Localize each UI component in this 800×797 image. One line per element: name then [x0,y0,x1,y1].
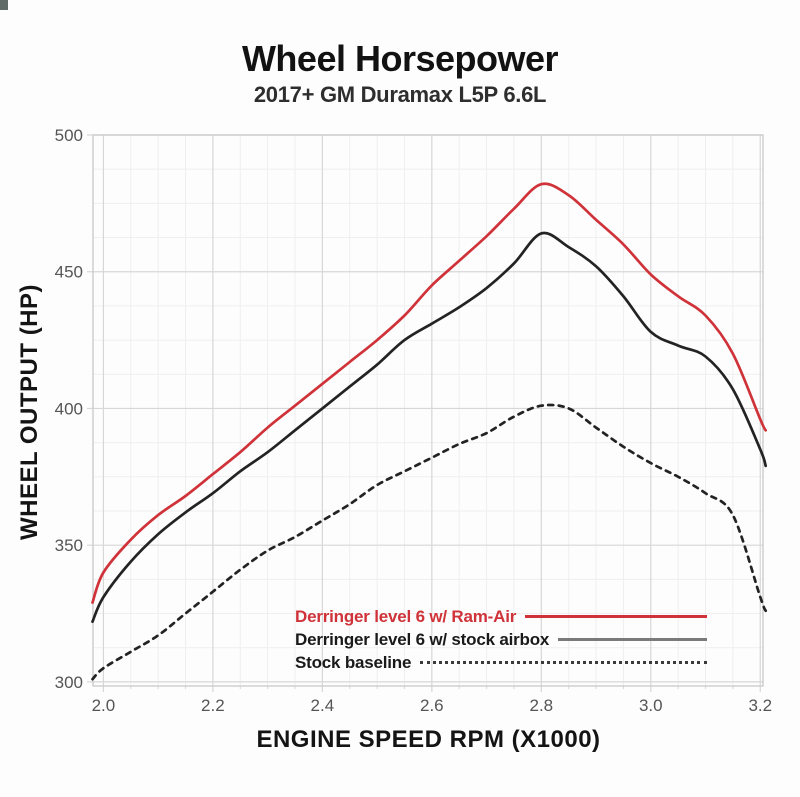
legend-item-stock-baseline: Stock baseline [295,651,707,674]
legend-item-stock-airbox: Derringer level 6 w/ stock airbox [295,628,707,651]
plot-border [92,134,764,687]
x-tick-label: 2.2 [201,696,225,715]
chart-subtitle: 2017+ GM Duramax L5P 6.6L [253,82,547,107]
legend-item-ram-air: Derringer level 6 w/ Ram-Air [295,605,707,628]
x-tick-label: 2.4 [311,696,335,715]
x-tick-label: 3.0 [639,696,663,715]
y-tick-label: 450 [55,263,83,282]
y-axis-label: WHEEL OUTPUT (HP) [16,283,43,541]
chart-legend: Derringer level 6 w/ Ram-Air Derringer l… [295,605,707,674]
series-line-1 [91,231,768,624]
legend-line-sample-dotted-icon [420,661,707,664]
x-tick-label: 2.0 [92,696,116,715]
legend-label-stock-baseline: Stock baseline [295,652,412,672]
y-tick-label: 350 [55,536,83,555]
x-axis-label: ENGINE SPEED RPM (X1000) [256,726,601,753]
x-tick-label: 3.2 [748,696,772,715]
legend-label-ram-air: Derringer level 6 w/ Ram-Air [295,606,517,626]
x-tick-label: 2.8 [529,696,553,715]
series-line-2 [91,403,768,681]
legend-line-sample-red-icon [525,615,707,618]
legend-line-sample-gray-icon [558,638,707,641]
x-tick-label: 2.6 [420,696,444,715]
photo-corner-artifact [0,0,8,10]
y-tick-label: 300 [55,673,83,692]
legend-label-stock-airbox: Derringer level 6 w/ stock airbox [295,629,550,649]
y-tick-label: 400 [55,399,83,418]
series-line-0 [91,182,768,604]
y-tick-label: 500 [55,126,83,145]
chart-title: Wheel Horsepower [241,38,559,79]
